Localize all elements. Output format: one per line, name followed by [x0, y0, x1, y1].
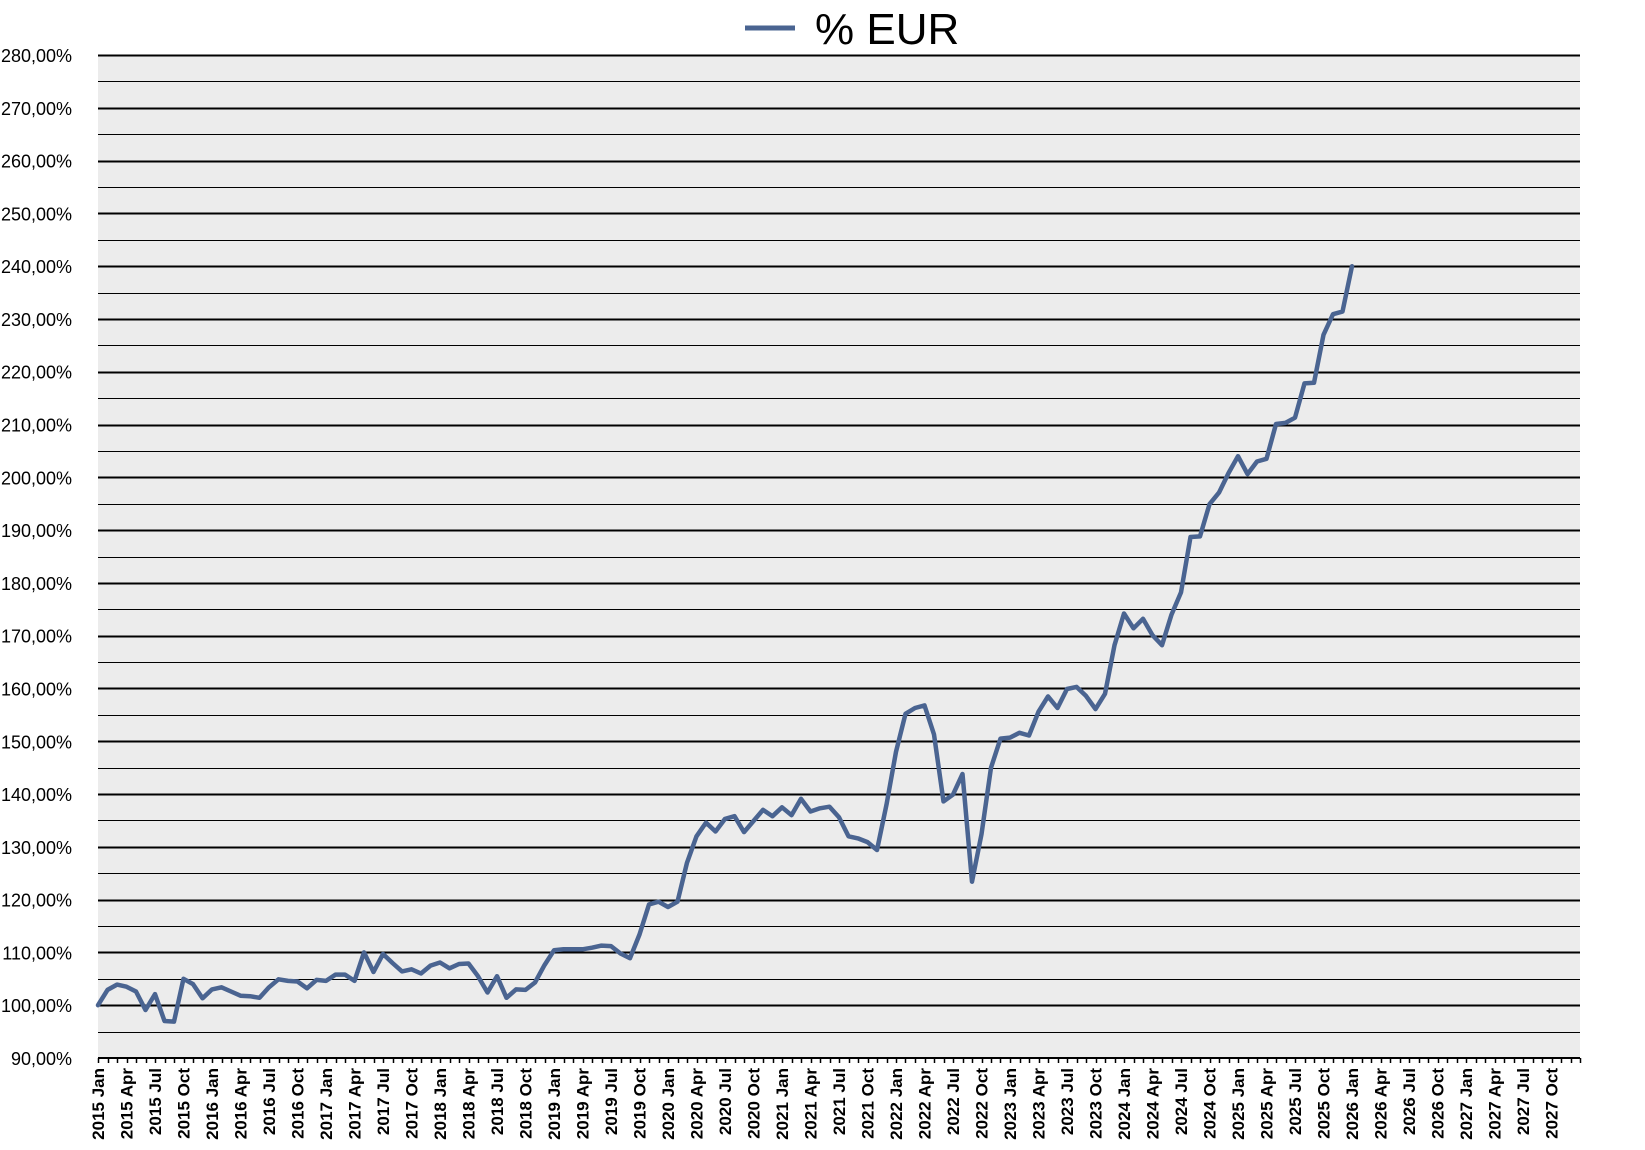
- x-tick-label: 2015 Oct: [175, 1068, 194, 1139]
- x-axis: 2015 Jan 2015 Apr 2015 Jul 2015 Oct 2016 Jan…: [89, 1057, 1582, 1140]
- x-tick-label: 2020 Jan: [659, 1068, 678, 1140]
- x-tick-label: 2016 Jul: [260, 1068, 279, 1135]
- x-tick-label: 2022 Oct: [973, 1068, 992, 1139]
- x-tick-label: 2020 Oct: [745, 1068, 764, 1139]
- x-tick-label: 2020 Apr: [688, 1068, 707, 1140]
- x-tick-label: 2016 Oct: [289, 1068, 308, 1139]
- x-tick-label: 2017 Apr: [346, 1068, 365, 1140]
- x-tick-label: 2018 Oct: [517, 1068, 536, 1139]
- y-tick-label: 120,00%: [1, 891, 72, 911]
- x-tick-label: 2020 Jul: [716, 1068, 735, 1135]
- x-tick-label: 2019 Jul: [602, 1068, 621, 1135]
- x-tick-label: 2025 Oct: [1315, 1068, 1334, 1139]
- x-tick-label: 2018 Jan: [431, 1068, 450, 1140]
- x-tick-label: 2022 Jul: [944, 1068, 963, 1135]
- x-tick-label: 2016 Apr: [232, 1068, 251, 1140]
- y-tick-label: 110,00%: [2, 943, 72, 963]
- y-tick-label: 150,00%: [1, 732, 72, 752]
- x-tick-label: 2019 Jan: [545, 1068, 564, 1140]
- y-tick-label: 90,00%: [11, 1049, 72, 1069]
- x-tick-label: 2021 Apr: [802, 1068, 821, 1140]
- x-tick-label: 2016 Jan: [203, 1068, 222, 1140]
- y-tick-label: 140,00%: [1, 785, 72, 805]
- y-tick-label: 240,00%: [1, 257, 72, 277]
- y-tick-label: 160,00%: [1, 679, 72, 699]
- x-tick-label: 2024 Jan: [1115, 1068, 1134, 1140]
- y-tick-label: 180,00%: [1, 574, 72, 594]
- x-tick-label: 2019 Apr: [574, 1068, 593, 1140]
- y-tick-label: 230,00%: [1, 310, 72, 330]
- y-tick-label: 250,00%: [1, 204, 72, 224]
- y-tick-label: 130,00%: [1, 838, 72, 858]
- x-tick-label: 2027 Apr: [1486, 1068, 1505, 1140]
- y-tick-label: 100,00%: [1, 996, 72, 1016]
- x-tick-label: 2027 Jul: [1514, 1068, 1533, 1135]
- x-tick-label: 2026 Jan: [1343, 1068, 1362, 1140]
- x-tick-label: 2023 Oct: [1087, 1068, 1106, 1139]
- x-tick-label: 2023 Jul: [1058, 1068, 1077, 1135]
- y-tick-label: 280,00%: [1, 46, 72, 66]
- x-tick-label: 2021 Jul: [830, 1068, 849, 1135]
- x-tick-label: 2017 Jan: [317, 1068, 336, 1140]
- x-tick-label: 2025 Jan: [1229, 1068, 1248, 1140]
- x-tick-label: 2023 Jan: [1001, 1068, 1020, 1140]
- x-tick-label: 2026 Oct: [1429, 1068, 1448, 1139]
- x-tick-label: 2022 Jan: [887, 1068, 906, 1140]
- x-tick-label: 2025 Apr: [1258, 1068, 1277, 1140]
- legend-label: % EUR: [815, 5, 959, 54]
- series-group: [95, 263, 1355, 1024]
- x-tick-label: 2018 Apr: [460, 1068, 479, 1140]
- y-tick-label: 200,00%: [1, 468, 72, 488]
- y-tick-label: 220,00%: [1, 363, 72, 383]
- x-tick-label: 2015 Apr: [118, 1068, 137, 1140]
- plot-area: [98, 55, 1580, 1058]
- x-tick-label: 2017 Jul: [374, 1068, 393, 1135]
- x-tick-label: 2027 Jan: [1457, 1068, 1476, 1140]
- x-tick-label: 2021 Oct: [859, 1068, 878, 1139]
- x-tick-label: 2015 Jan: [89, 1068, 108, 1140]
- x-tick-label: 2019 Oct: [631, 1068, 650, 1139]
- y-axis: 90,00% 100,00% 110,00% 120,00% 130,00% 140,00…: [1, 46, 72, 1069]
- x-tick-label: 2017 Oct: [403, 1068, 422, 1139]
- y-tick-label: 210,00%: [1, 416, 72, 436]
- x-tick-label: 2024 Apr: [1144, 1068, 1163, 1140]
- y-tick-label: 170,00%: [1, 627, 72, 647]
- x-tick-label: 2022 Apr: [916, 1068, 935, 1140]
- series-line: [95, 263, 1355, 1024]
- x-tick-label: 2026 Apr: [1372, 1068, 1391, 1140]
- x-tick-label: 2025 Jul: [1286, 1068, 1305, 1135]
- x-tick-label: 2027 Oct: [1543, 1068, 1562, 1139]
- x-tick-label: 2024 Jul: [1172, 1068, 1191, 1135]
- legend: % EUR: [745, 5, 959, 54]
- x-tick-label: 2015 Jul: [146, 1068, 165, 1135]
- x-tick-label: 2023 Apr: [1030, 1068, 1049, 1140]
- y-tick-label: 190,00%: [1, 521, 72, 541]
- y-tick-label: 270,00%: [1, 99, 72, 119]
- x-tick-label: 2026 Jul: [1400, 1068, 1419, 1135]
- x-tick-label: 2021 Jan: [773, 1068, 792, 1140]
- x-tick-label: 2024 Oct: [1201, 1068, 1220, 1139]
- x-tick-label: 2018 Jul: [488, 1068, 507, 1135]
- y-tick-label: 260,00%: [1, 152, 72, 172]
